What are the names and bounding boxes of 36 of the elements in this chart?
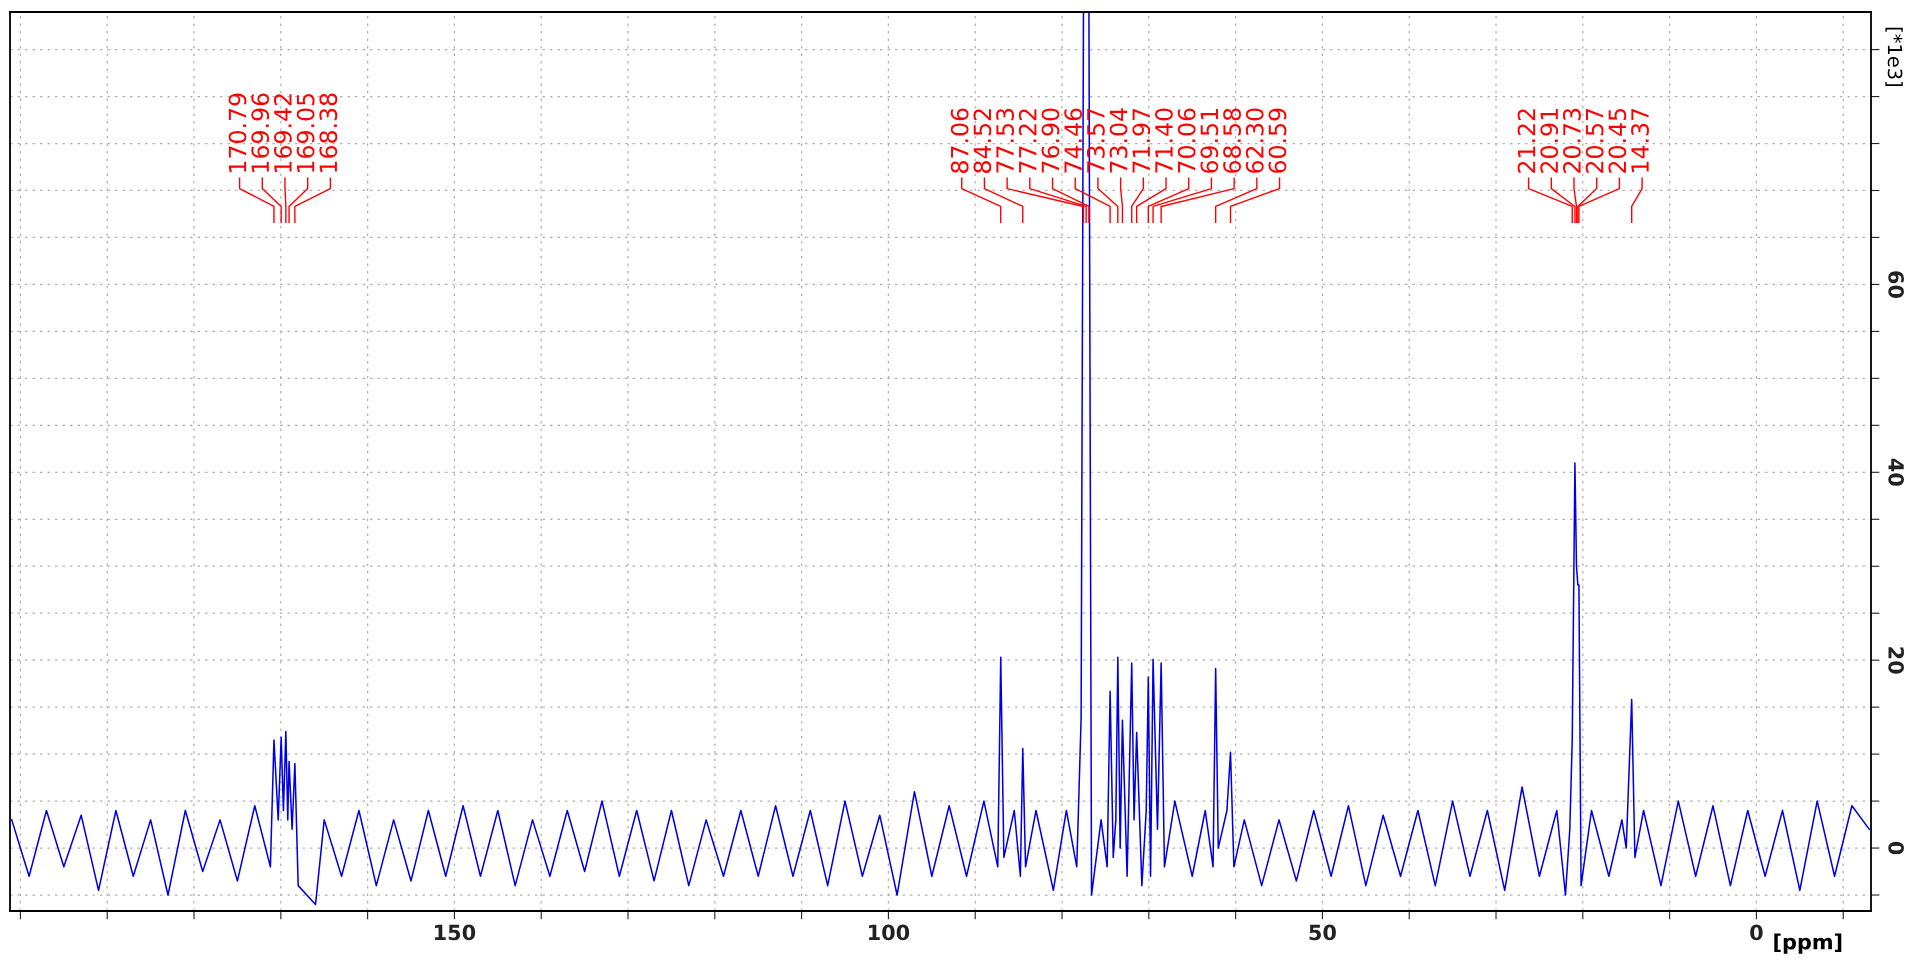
x-tick-label: 100 xyxy=(869,924,910,941)
annotation: 168.38 xyxy=(319,93,338,172)
annotation: 20.91 xyxy=(1540,109,1559,173)
annotation: 60.59 xyxy=(1268,108,1287,173)
y-axis-title: [*1e3] xyxy=(1885,27,1903,87)
y-tick-label: 60 xyxy=(1888,271,1904,298)
annotation: 70.06 xyxy=(1177,108,1196,173)
y-tick-label: 20 xyxy=(1888,647,1904,674)
annotation: 84.52 xyxy=(973,109,992,173)
annotation: 169.96 xyxy=(251,93,270,172)
y-tick-label: 40 xyxy=(1888,458,1904,486)
annotation: 20.45 xyxy=(1608,108,1627,173)
annotation: 62.30 xyxy=(1245,108,1264,173)
annotation: 21.22 xyxy=(1517,109,1536,173)
annotation: 71.97 xyxy=(1132,108,1151,173)
annotation: 77.53 xyxy=(996,108,1014,173)
annotation: 20.57 xyxy=(1585,108,1604,173)
x-tick-label: 150 xyxy=(435,924,476,941)
annotation: 74.46 xyxy=(1064,108,1083,173)
annotation: 68.58 xyxy=(1223,108,1241,173)
annotation: 170.79 xyxy=(228,93,247,172)
annotation: 77.22 xyxy=(1018,109,1037,173)
annotation: 69.51 xyxy=(1200,109,1219,173)
annotation: 73.04 xyxy=(1109,108,1128,173)
annotation: 14.37 xyxy=(1631,108,1649,172)
annotation: 20.73 xyxy=(1563,108,1581,173)
annotation: 87.06 xyxy=(950,108,969,173)
x-tick-label: 50 xyxy=(1309,924,1336,941)
annotation: 71.40 xyxy=(1155,108,1173,173)
annotation: 169.42 xyxy=(273,94,292,172)
annotation: 73.57 xyxy=(1086,108,1105,173)
annotation: 76.90 xyxy=(1041,108,1060,173)
x-axis-title: [ppm] xyxy=(1774,933,1842,954)
y-tick-label: 0 xyxy=(1888,841,1904,855)
annotation: 169.05 xyxy=(296,93,315,172)
x-tick-label: 0 xyxy=(1750,924,1763,941)
